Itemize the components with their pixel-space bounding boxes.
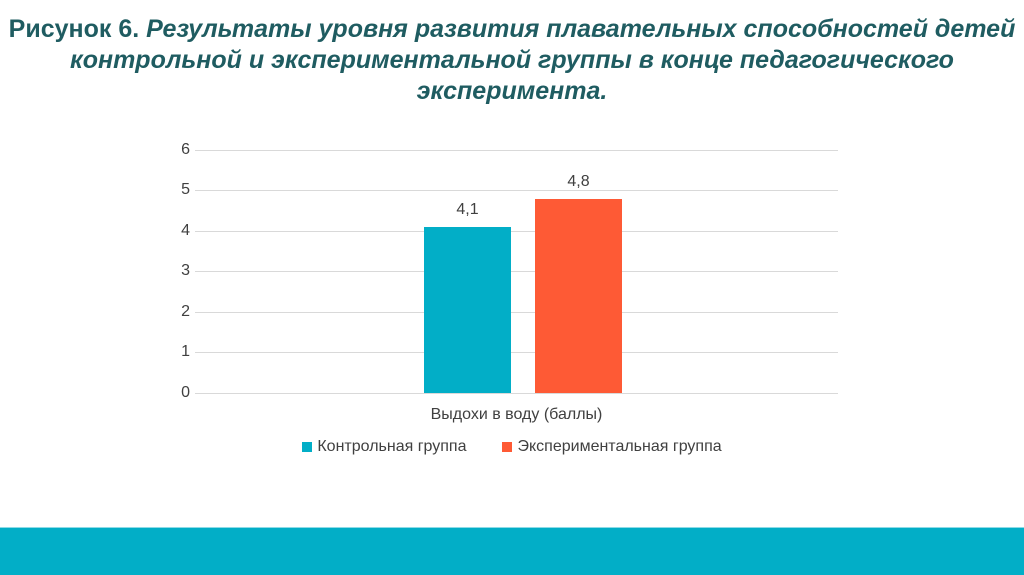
legend-item-experimental: Экспериментальная группа <box>502 438 722 456</box>
gridline <box>195 150 838 151</box>
legend-label: Контрольная группа <box>317 438 467 455</box>
gridline <box>195 352 838 353</box>
data-label-control: 4,1 <box>456 200 479 218</box>
y-tick: 6 <box>181 141 190 158</box>
y-tick: 0 <box>181 384 190 401</box>
gridline <box>195 312 838 313</box>
legend: Контрольная группа Экспериментальная гру… <box>0 438 1024 456</box>
legend-swatch-teal-icon <box>302 442 313 452</box>
legend-label: Экспериментальная группа <box>517 438 722 455</box>
gridline <box>195 190 838 191</box>
data-label-experimental: 4,8 <box>567 172 590 190</box>
bar-experimental-group <box>535 198 622 393</box>
gridline <box>195 271 838 272</box>
y-tick: 3 <box>181 262 190 279</box>
figure-caption: Результаты уровня развития плавательных … <box>70 15 1016 105</box>
figure-number: Рисунок 6. <box>8 15 147 43</box>
bar-control-group <box>424 226 511 393</box>
chart-title: Рисунок 6. Результаты уровня развития пл… <box>0 14 1024 107</box>
gridline <box>195 231 838 232</box>
plot-area: 4,1 4,8 <box>195 150 838 394</box>
legend-swatch-orange-icon <box>502 442 513 452</box>
y-tick: 1 <box>181 343 190 360</box>
footer-band <box>0 527 1024 575</box>
y-tick: 2 <box>181 303 190 320</box>
legend-item-control: Контрольная группа <box>302 438 466 456</box>
y-tick: 4 <box>181 222 190 239</box>
y-tick: 5 <box>181 181 190 198</box>
x-category-label: Выдохи в воду (баллы) <box>430 406 603 423</box>
gridline-baseline <box>195 393 838 394</box>
